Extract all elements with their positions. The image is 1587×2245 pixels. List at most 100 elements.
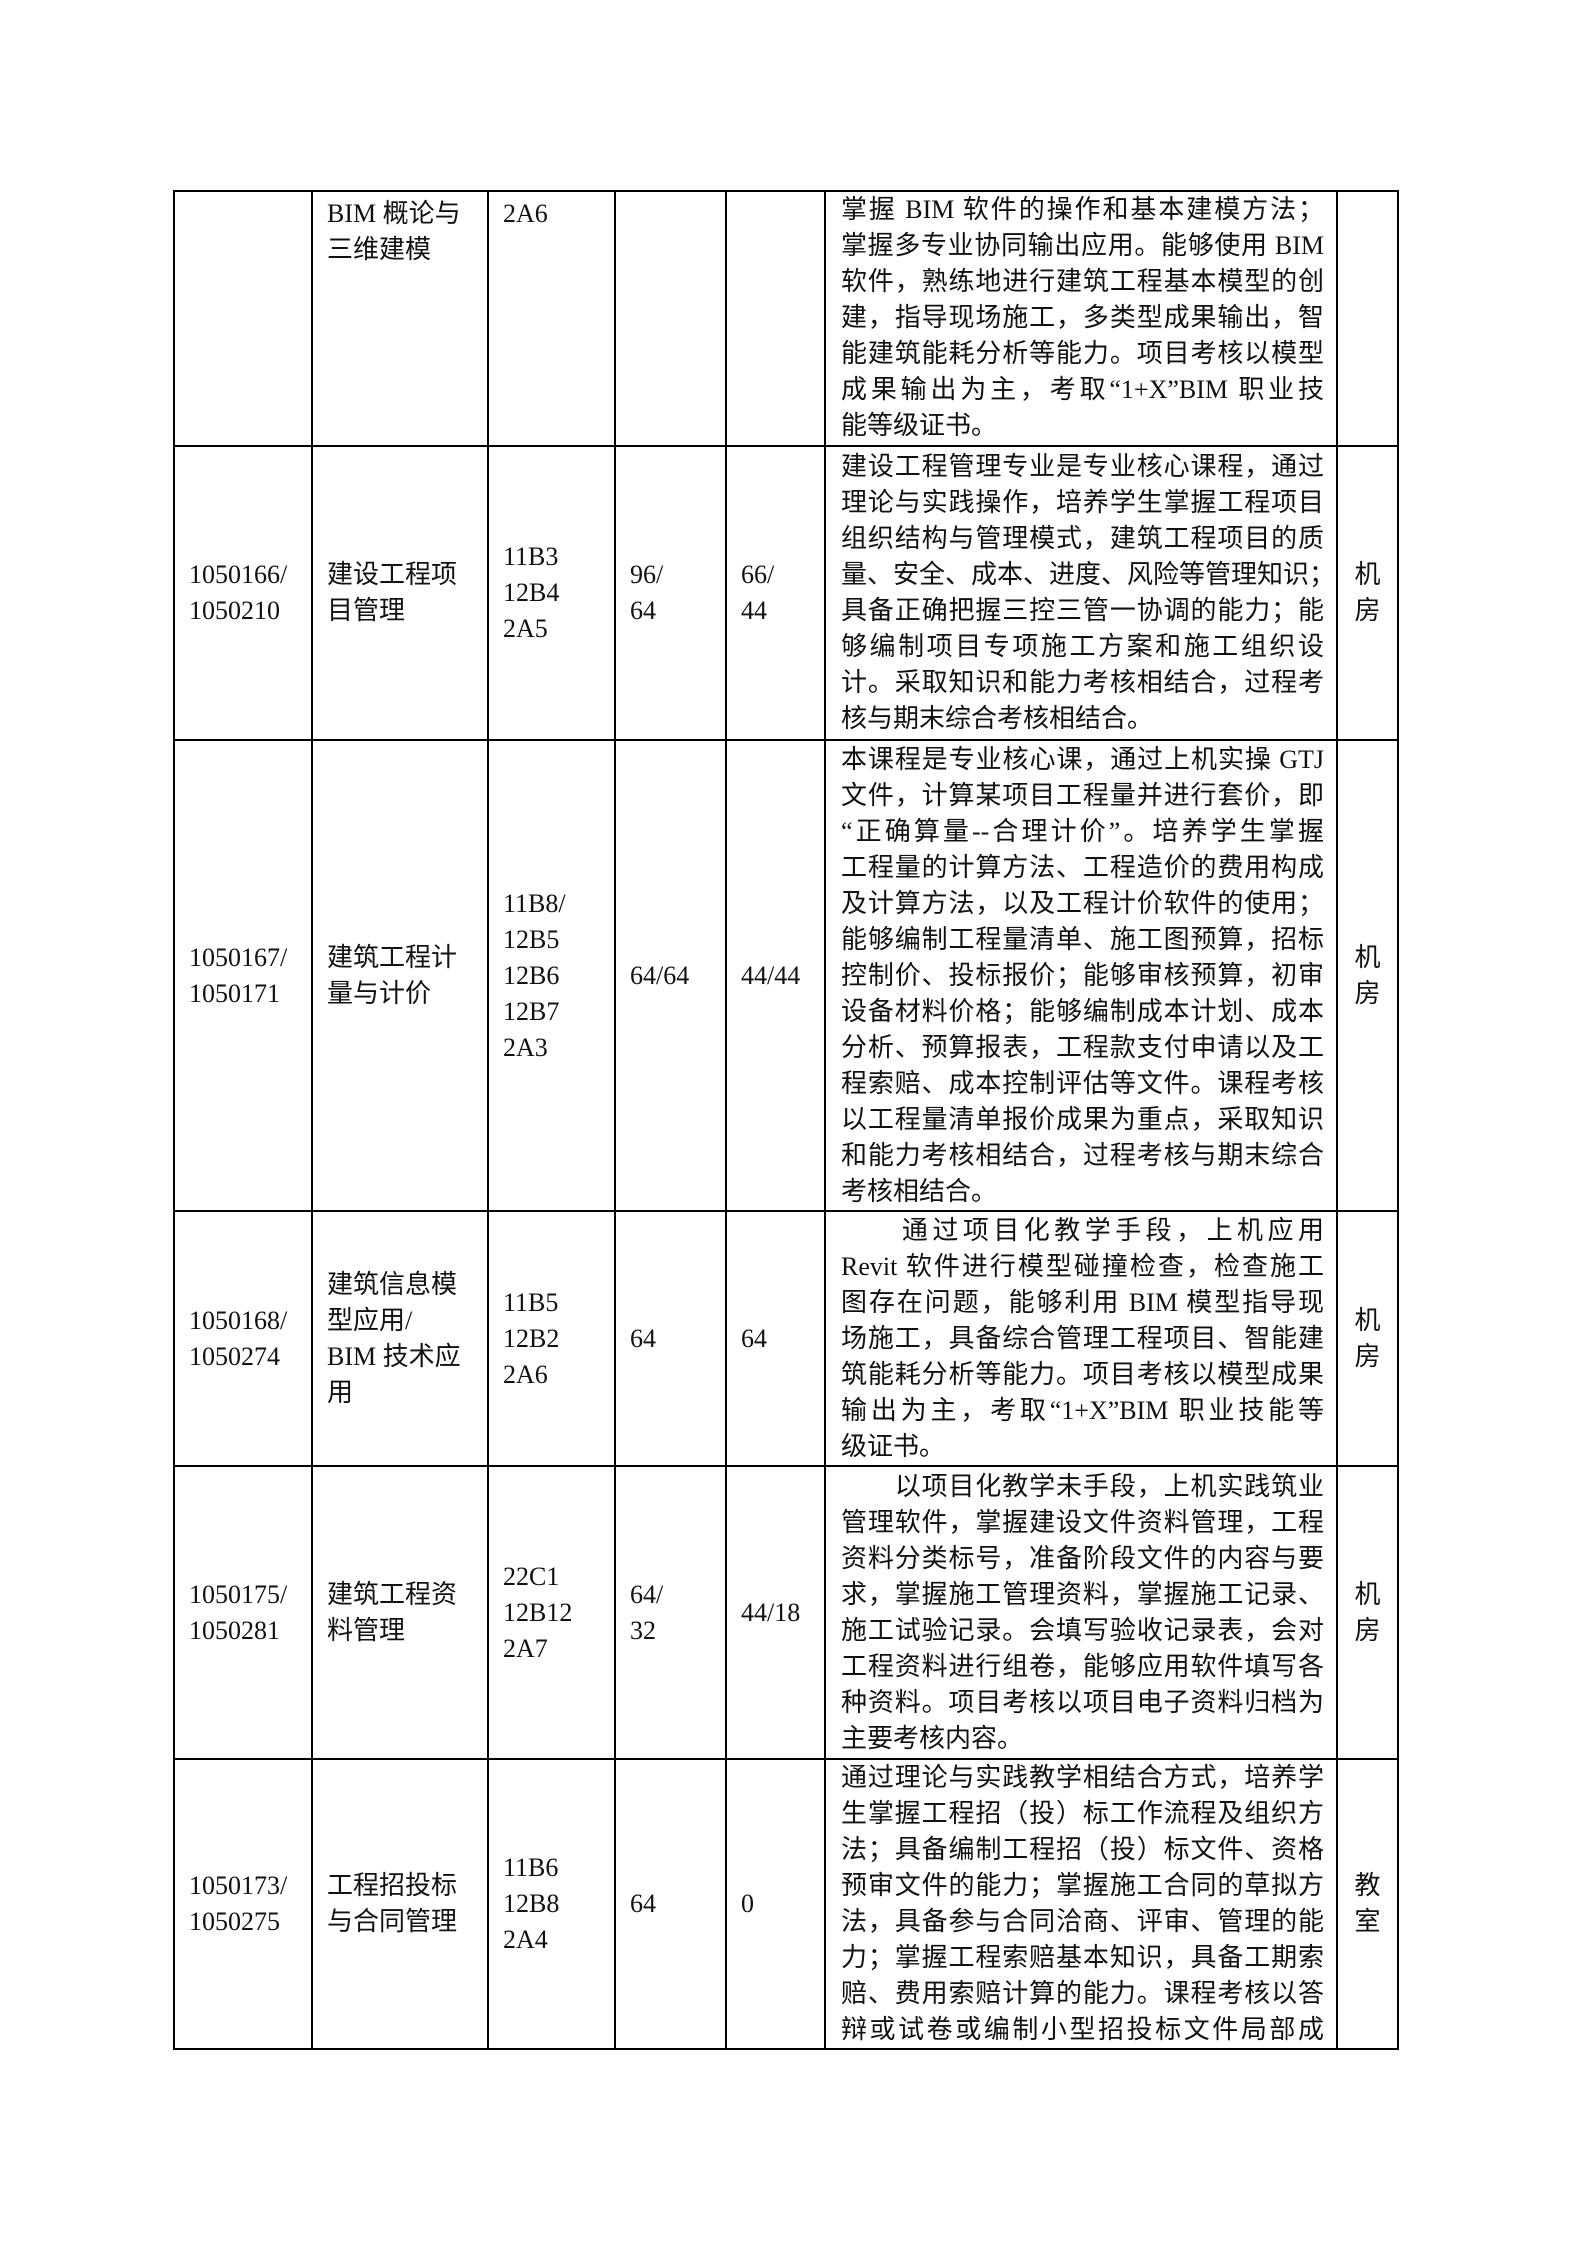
course-name-line: 与合同管理 bbox=[327, 1907, 458, 1936]
course-name-cell: 建筑工程计 量与计价 bbox=[311, 739, 489, 1212]
course-description-line: 够编制项目专项施工方案和施工组织设 bbox=[841, 632, 1324, 661]
ability-code-line: 11B8/ bbox=[503, 888, 566, 918]
practice-hours-cell: 44/18 bbox=[725, 1465, 826, 1760]
table-row: 1050167/1050171 建筑工程计 量与计价 11B8/12B5 12B6 12B… bbox=[173, 739, 1399, 1212]
teaching-place-line: 机 bbox=[1354, 942, 1381, 972]
total-hours-line: 64/ bbox=[630, 1579, 664, 1609]
course-description-line: 输出为主，考取“1+X”BIM 职业技能等 bbox=[841, 1395, 1324, 1425]
course-description-cell: 以项目化教学未手段，上机实践筑业 管理软件，掌握建设文件资料管理，工程 资料分类标号… bbox=[824, 1465, 1338, 1760]
total-hours-cell bbox=[614, 190, 727, 447]
total-hours-cell: 96/64 bbox=[614, 445, 727, 741]
practice-hours-line: 44 bbox=[741, 596, 767, 625]
course-description-line: 和能力考核相结合，过程考核与期末综合 bbox=[841, 1140, 1324, 1170]
course-description-line: 法，具备参与合同洽商、评审、管理的能 bbox=[841, 1907, 1324, 1936]
course-description-line: 求，掌握施工管理资料，掌握施工记录、 bbox=[841, 1579, 1324, 1609]
ability-code-line: 2A7 bbox=[503, 1633, 548, 1663]
course-description-line: 程索赔、成本控制评估等文件。课程考核 bbox=[841, 1068, 1324, 1098]
total-hours-cell: 64 bbox=[614, 1210, 727, 1467]
practice-hours-line: 64 bbox=[741, 1323, 767, 1353]
course-description-line: 本课程是专业核心课，通过上机实操 GTJ bbox=[841, 744, 1324, 774]
course-name-line: 建筑工程资 bbox=[327, 1579, 458, 1609]
course-name-line: 三维建模 bbox=[327, 235, 432, 264]
ability-code-line: 2A6 bbox=[503, 199, 548, 228]
course-description-line: “正确算量--合理计价”。培养学生掌握 bbox=[841, 816, 1324, 846]
teaching-place-line: 机 bbox=[1354, 1305, 1381, 1335]
total-hours-line: 64 bbox=[630, 1889, 656, 1918]
ability-code-cell: 11B5 12B2 2A6 bbox=[487, 1210, 616, 1467]
course-description-line: 组织结构与管理模式，建筑工程项目的质 bbox=[841, 524, 1324, 553]
ability-code-cell: 11B8/12B5 12B6 12B7 2A3 bbox=[487, 739, 616, 1212]
course-code-cell: 1050166/1050210 bbox=[173, 445, 313, 741]
total-hours-line: 96/ bbox=[630, 560, 664, 589]
course-description-cell: 通过理论与实践教学相结合方式，培养学 生掌握工程招（投）标工作流程及组织方 法；具备… bbox=[824, 1758, 1338, 2050]
course-description-line: 资料分类标号，准备阶段文件的内容与要 bbox=[841, 1543, 1324, 1573]
course-description-line: 考核相结合。 bbox=[841, 1176, 998, 1206]
course-description-cell: 掌握 BIM 软件的操作和基本建模方法； 掌握多专业协同输出应用。能够使用 BIM… bbox=[824, 190, 1338, 447]
course-name-line: BIM 概论与 bbox=[327, 199, 461, 228]
total-hours-line: 64 bbox=[630, 1323, 656, 1353]
course-description-cell: 通过项目化教学手段，上机应用 Revit 软件进行模型碰撞检查，检查施工 图存在问题… bbox=[824, 1210, 1338, 1467]
table-row: 1050168/1050274 建筑信息模 型应用/BIM 技术应用 11B5 12B2… bbox=[173, 1210, 1399, 1467]
teaching-place-line: 房 bbox=[1354, 1341, 1381, 1371]
table-row: BIM 概论与 三维建模 2A6 掌握 BIM 软件的操作和基本建模方法； 掌握多专业协… bbox=[173, 190, 1399, 447]
course-description-line: 能够编制工程量清单、施工图预算，招标 bbox=[841, 924, 1324, 954]
course-description-line: 赔、费用索赔计算的能力。课程考核以答 bbox=[841, 1979, 1324, 2008]
course-description-line: 成果输出为主，考取“1+X”BIM 职业技 bbox=[841, 375, 1324, 404]
course-name-line: 建筑工程计 bbox=[327, 942, 458, 972]
course-code-cell: 1050168/1050274 bbox=[173, 1210, 313, 1467]
course-name-cell: 建设工程项 目管理 bbox=[311, 445, 489, 741]
teaching-place-line: 室 bbox=[1354, 1907, 1381, 1936]
ability-code-cell: 22C1 12B12 2A7 bbox=[487, 1465, 616, 1760]
ability-code-cell: 2A6 bbox=[487, 190, 616, 447]
course-description-cell: 本课程是专业核心课，通过上机实操 GTJ 文件，计算某项目工程量并进行套价，即 “正… bbox=[824, 739, 1338, 1212]
course-description-line: 及计算方法，以及工程计价软件的使用； bbox=[841, 888, 1324, 918]
ability-code-line: 2A5 bbox=[503, 614, 548, 643]
course-description-line: 种资料。项目考核以项目电子资料归档为 bbox=[841, 1687, 1324, 1717]
course-description-line: 辩或试卷或编制小型招投标文件局部成 bbox=[841, 2015, 1324, 2044]
course-description-line: 能建筑能耗分析等能力。项目考核以模型 bbox=[841, 339, 1324, 368]
course-description-line: 法；具备编制工程招（投）标文件、资格 bbox=[841, 1835, 1324, 1864]
practice-hours-line: 44/18 bbox=[741, 1597, 801, 1627]
course-code-cell: 1050167/1050171 bbox=[173, 739, 313, 1212]
course-code-line: 1050167/ bbox=[189, 942, 288, 972]
course-code-cell bbox=[173, 190, 313, 447]
teaching-place-line: 机 bbox=[1354, 560, 1381, 589]
course-name-cell: BIM 概论与 三维建模 bbox=[311, 190, 489, 447]
course-description-line: 工程资料进行组卷，能够应用软件填写各 bbox=[841, 1651, 1324, 1681]
table-row: 1050166/1050210 建设工程项 目管理 11B3 12B4 2A5 96/64 6… bbox=[173, 445, 1399, 741]
total-hours-line: 32 bbox=[630, 1615, 656, 1645]
teaching-place-cell bbox=[1336, 190, 1399, 447]
course-code-line: 1050175/ bbox=[189, 1579, 288, 1609]
course-name-line: 型应用/ bbox=[327, 1305, 413, 1335]
ability-code-line: 12B2 bbox=[503, 1323, 560, 1353]
course-description-line: 量、安全、成本、进度、风险等管理知识； bbox=[841, 560, 1336, 589]
total-hours-cell: 64 bbox=[614, 1758, 727, 2050]
course-description-line: 施工试验记录。会填写验收记录表，会对 bbox=[841, 1615, 1324, 1645]
ability-code-line: 12B5 bbox=[503, 924, 560, 954]
teaching-place-line: 房 bbox=[1354, 978, 1381, 1008]
course-description-line: 掌握多专业协同输出应用。能够使用 BIM bbox=[841, 231, 1324, 260]
course-description-line: 生掌握工程招（投）标工作流程及组织方 bbox=[841, 1799, 1324, 1828]
total-hours-line: 64 bbox=[630, 596, 656, 625]
teaching-place-cell: 机房 bbox=[1336, 1210, 1399, 1467]
course-description-line: 筑能耗分析等能力。项目考核以模型成果 bbox=[841, 1359, 1324, 1389]
course-description-line: 核与期末综合考核相结合。 bbox=[841, 704, 1154, 733]
teaching-place-cell: 教室 bbox=[1336, 1758, 1399, 2050]
course-description-line: 具备正确把握三控三管一协调的能力；能 bbox=[841, 596, 1324, 625]
ability-code-line: 12B12 bbox=[503, 1597, 573, 1627]
teaching-place-line: 房 bbox=[1354, 1615, 1381, 1645]
course-name-cell: 工程招投标 与合同管理 bbox=[311, 1758, 489, 2050]
course-name-line: 料管理 bbox=[327, 1615, 406, 1645]
course-description-line: 设备材料价格；能够编制成本计划、成本 bbox=[841, 996, 1324, 1026]
course-description-line: 级证书。 bbox=[841, 1431, 946, 1461]
total-hours-cell: 64/32 bbox=[614, 1465, 727, 1760]
course-description-line: 计。采取知识和能力考核相结合，过程考 bbox=[841, 668, 1324, 697]
course-description-line: 场施工，具备综合管理工程项目、智能建 bbox=[841, 1323, 1324, 1353]
practice-hours-cell: 64 bbox=[725, 1210, 826, 1467]
course-name-line: 用 bbox=[327, 1377, 354, 1407]
course-name-line: 量与计价 bbox=[327, 978, 432, 1008]
teaching-place-line: 房 bbox=[1354, 596, 1381, 625]
course-description-line: 预审文件的能力；掌握施工合同的草拟方 bbox=[841, 1871, 1324, 1900]
ability-code-line: 12B7 bbox=[503, 996, 560, 1026]
course-rows: BIM 概论与 三维建模 2A6 掌握 BIM 软件的操作和基本建模方法； 掌握多专业协… bbox=[173, 190, 1399, 2050]
